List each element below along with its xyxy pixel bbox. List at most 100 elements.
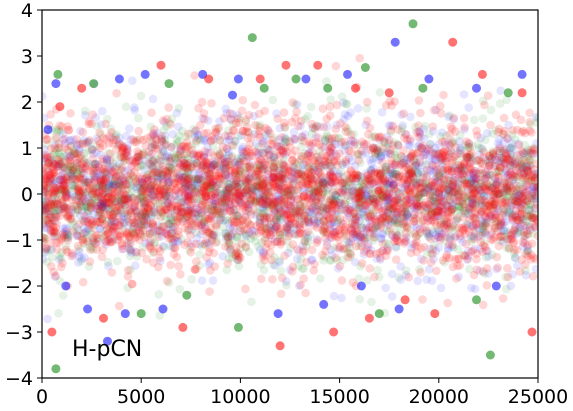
cloud-point <box>259 192 269 202</box>
cloud-point <box>483 91 493 100</box>
cloud-point <box>162 225 172 235</box>
cloud-point <box>42 248 50 257</box>
cloud-point <box>280 150 289 159</box>
cloud-point <box>98 180 107 190</box>
cloud-point <box>519 221 529 230</box>
cloud-point <box>499 113 509 123</box>
cloud-point <box>362 226 372 236</box>
cloud-point <box>231 190 241 199</box>
cloud-point <box>411 203 421 213</box>
cloud-point <box>141 200 151 210</box>
cloud-point <box>258 174 268 184</box>
cloud-point <box>233 255 242 264</box>
cloud-point <box>528 185 537 195</box>
cloud-point <box>257 157 267 166</box>
cloud-point <box>458 237 468 247</box>
cloud-point <box>446 146 456 155</box>
cloud-point <box>260 217 269 226</box>
cloud-point <box>282 226 292 235</box>
cloud-point <box>189 169 199 178</box>
cloud-point <box>174 104 184 113</box>
cloud-point <box>428 122 438 131</box>
cloud-point <box>448 204 457 213</box>
cloud-point <box>156 156 166 166</box>
cloud-point <box>424 232 433 241</box>
cloud-point <box>242 191 252 201</box>
cloud-point <box>279 211 289 221</box>
cloud-point <box>233 157 242 166</box>
cloud-point <box>180 192 190 202</box>
cloud-point <box>50 140 60 150</box>
cloud-point <box>275 135 284 144</box>
cloud-point <box>491 155 500 164</box>
cloud-point <box>289 127 299 137</box>
cloud-point <box>523 241 533 250</box>
cloud-point <box>251 210 260 220</box>
cloud-point <box>434 211 443 221</box>
cloud-point <box>172 158 182 168</box>
cloud-point <box>207 99 216 108</box>
cloud-point <box>173 226 183 236</box>
cloud-point <box>340 137 349 147</box>
cloud-point <box>55 211 65 221</box>
cloud-point <box>407 203 417 213</box>
cloud-point <box>303 233 313 243</box>
cloud-point <box>475 266 485 276</box>
cloud-point <box>369 229 379 239</box>
cloud-point <box>251 147 261 157</box>
cloud-point <box>197 221 207 231</box>
cloud-point <box>508 216 518 225</box>
cloud-point <box>460 123 469 132</box>
cloud-point <box>93 201 102 211</box>
cloud-point <box>481 218 490 228</box>
cloud-point <box>88 154 98 163</box>
cloud-point <box>95 192 104 202</box>
cloud-point <box>362 205 372 214</box>
cloud-point <box>363 192 372 202</box>
cloud-point <box>481 168 490 177</box>
cloud-point <box>335 149 344 158</box>
cloud-point <box>124 239 134 249</box>
cloud-point <box>383 180 393 189</box>
cloud-point <box>485 170 495 179</box>
cloud-point <box>432 207 442 217</box>
cloud-point <box>457 166 467 176</box>
cloud-point <box>428 161 438 171</box>
cloud-point <box>98 154 107 164</box>
cloud-point <box>421 202 431 211</box>
cloud-point <box>380 202 389 212</box>
cloud-point <box>469 115 479 125</box>
cloud-point <box>334 169 343 178</box>
cloud-point <box>329 221 338 231</box>
cloud-point <box>512 158 521 167</box>
cloud-point <box>417 143 427 153</box>
cloud-point <box>376 151 386 161</box>
cloud-point <box>506 143 515 153</box>
cloud-point <box>100 203 110 213</box>
cloud-point <box>162 151 171 161</box>
cloud-point <box>238 188 247 198</box>
cloud-point <box>413 161 423 170</box>
cloud-point <box>359 211 369 220</box>
cloud-point <box>336 119 345 128</box>
cloud-point <box>454 189 464 199</box>
cloud-point <box>78 164 87 173</box>
cloud-point <box>75 147 84 156</box>
cloud-point <box>106 218 116 227</box>
cloud-point <box>436 196 446 205</box>
cloud-point <box>309 216 319 225</box>
cloud-point <box>105 165 115 174</box>
cloud-point <box>154 290 163 299</box>
cloud-point <box>186 201 195 210</box>
cloud-point <box>87 119 96 129</box>
cloud-point <box>392 173 401 182</box>
cloud-point <box>132 219 141 228</box>
cloud-point <box>127 248 136 257</box>
cloud-point <box>79 224 89 233</box>
cloud-point <box>345 239 354 248</box>
cloud-point <box>475 209 485 219</box>
cloud-point <box>451 216 461 225</box>
cloud-point <box>281 277 291 286</box>
cloud-point <box>369 144 378 154</box>
cloud-point <box>476 186 485 195</box>
